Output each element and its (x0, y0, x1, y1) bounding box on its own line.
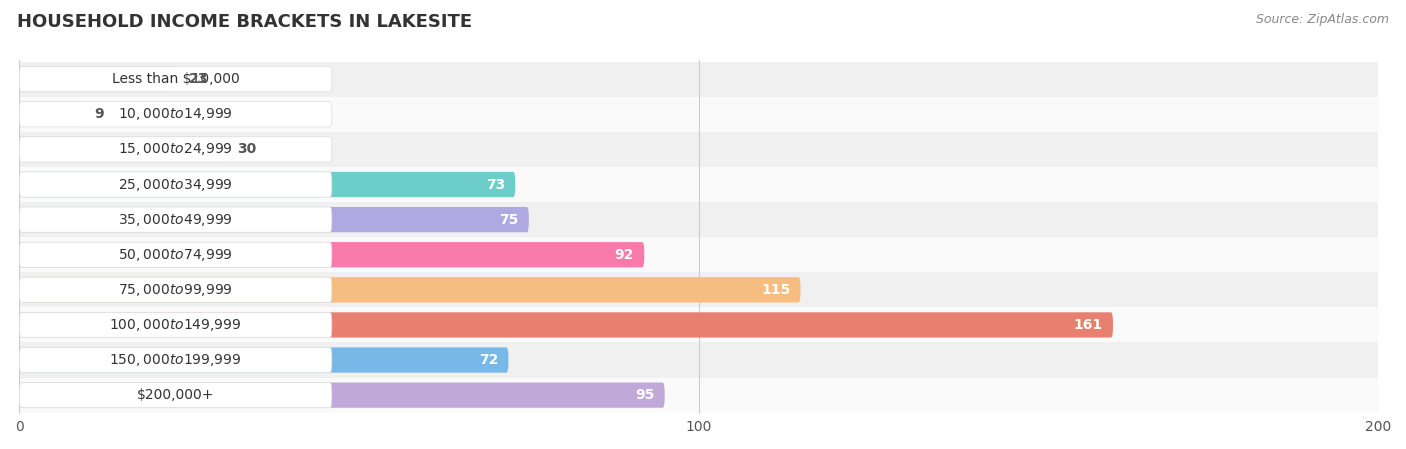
FancyBboxPatch shape (20, 348, 332, 373)
FancyBboxPatch shape (13, 237, 1385, 272)
Text: $10,000 to $14,999: $10,000 to $14,999 (118, 106, 233, 122)
FancyBboxPatch shape (20, 172, 515, 197)
Text: $35,000 to $49,999: $35,000 to $49,999 (118, 211, 233, 228)
FancyBboxPatch shape (13, 343, 1385, 378)
FancyBboxPatch shape (20, 277, 332, 303)
FancyBboxPatch shape (13, 167, 1385, 202)
Text: 75: 75 (499, 213, 519, 227)
Text: $75,000 to $99,999: $75,000 to $99,999 (118, 282, 233, 298)
Text: 30: 30 (236, 142, 256, 156)
FancyBboxPatch shape (20, 207, 529, 232)
FancyBboxPatch shape (13, 97, 1385, 132)
Text: $100,000 to $149,999: $100,000 to $149,999 (110, 317, 242, 333)
Text: 73: 73 (486, 177, 505, 192)
FancyBboxPatch shape (13, 272, 1385, 308)
FancyBboxPatch shape (13, 202, 1385, 237)
FancyBboxPatch shape (20, 313, 1114, 338)
Text: $150,000 to $199,999: $150,000 to $199,999 (110, 352, 242, 368)
FancyBboxPatch shape (20, 101, 332, 127)
FancyBboxPatch shape (13, 308, 1385, 343)
Text: Less than $10,000: Less than $10,000 (111, 72, 239, 86)
FancyBboxPatch shape (20, 242, 644, 267)
FancyBboxPatch shape (20, 348, 509, 373)
Text: 72: 72 (479, 353, 498, 367)
Text: 92: 92 (614, 248, 634, 262)
FancyBboxPatch shape (20, 277, 800, 303)
FancyBboxPatch shape (20, 383, 332, 408)
Text: $200,000+: $200,000+ (136, 388, 214, 402)
Text: 161: 161 (1074, 318, 1102, 332)
Text: HOUSEHOLD INCOME BRACKETS IN LAKESITE: HOUSEHOLD INCOME BRACKETS IN LAKESITE (17, 13, 472, 31)
Text: 9: 9 (94, 107, 104, 121)
FancyBboxPatch shape (13, 378, 1385, 413)
FancyBboxPatch shape (20, 66, 332, 92)
Text: $15,000 to $24,999: $15,000 to $24,999 (118, 141, 233, 158)
Text: $50,000 to $74,999: $50,000 to $74,999 (118, 247, 233, 263)
FancyBboxPatch shape (20, 313, 332, 338)
Text: 115: 115 (761, 283, 790, 297)
FancyBboxPatch shape (20, 66, 176, 92)
FancyBboxPatch shape (20, 137, 224, 162)
FancyBboxPatch shape (20, 207, 332, 232)
FancyBboxPatch shape (20, 172, 332, 197)
Text: 95: 95 (636, 388, 654, 402)
Text: $25,000 to $34,999: $25,000 to $34,999 (118, 176, 233, 193)
FancyBboxPatch shape (13, 132, 1385, 167)
FancyBboxPatch shape (20, 137, 332, 162)
FancyBboxPatch shape (20, 242, 332, 267)
Text: 23: 23 (190, 72, 208, 86)
Text: Source: ZipAtlas.com: Source: ZipAtlas.com (1256, 13, 1389, 26)
FancyBboxPatch shape (13, 62, 1385, 97)
FancyBboxPatch shape (20, 383, 665, 408)
FancyBboxPatch shape (20, 101, 80, 127)
